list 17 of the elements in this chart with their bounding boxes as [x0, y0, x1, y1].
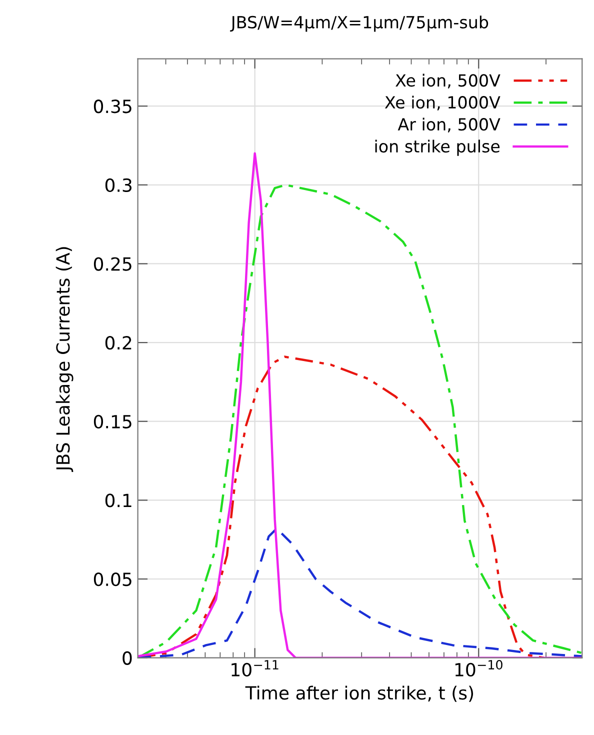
legend-label: ion strike pulse: [375, 140, 500, 156]
legend-label: Xe ion, 1000V: [384, 96, 500, 110]
chart-title: JBS/W=4µm/X=1µm/75µm-sub: [230, 16, 488, 32]
legend-label: Ar ion, 500V: [398, 118, 500, 132]
y-tick-label: 0.05: [94, 572, 132, 586]
y-tick-label: 0.25: [94, 257, 132, 271]
x-tick-label: 10$^{−10}$: [455, 660, 502, 677]
x-tick-label: 10$^{−11}$: [232, 660, 278, 677]
y-tick-label: 0.3: [105, 178, 132, 192]
y-tick-label: 0.2: [105, 336, 132, 350]
y-axis-title: JBS Leakage Currents (A): [56, 247, 74, 472]
y-tick-label: 0.1: [105, 494, 132, 508]
y-tick-label: 0: [122, 651, 132, 665]
legend-label: Xe ion, 500V: [396, 74, 500, 88]
x-axis-title: Time after ion strike, t (s): [245, 686, 474, 702]
y-tick-label: 0.35: [94, 100, 132, 114]
y-tick-label: 0.15: [94, 414, 132, 428]
